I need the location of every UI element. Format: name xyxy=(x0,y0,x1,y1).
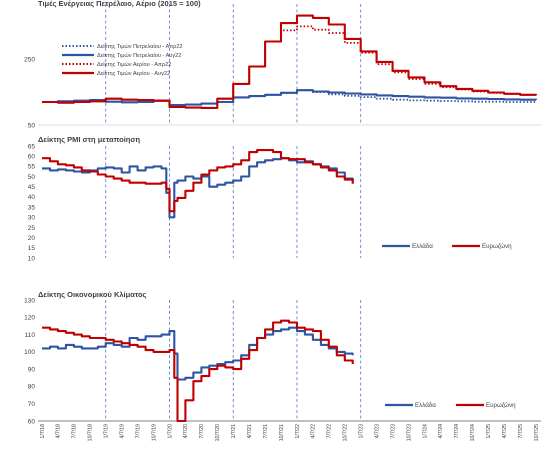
x-tick-label: 4/7/18 xyxy=(56,424,62,439)
y-tick-label: 110 xyxy=(25,332,36,339)
energy-prices-panel: Τιμές Ενέργειας Πετρέλαιο, Αέριο (2015 =… xyxy=(24,0,541,129)
x-tick-label: 4/7/24 xyxy=(438,424,444,439)
y-tick-label: 130 xyxy=(24,297,35,304)
y-tick-label: 80 xyxy=(28,384,36,391)
pmi-chart-title: Δείκτης PMI στη μεταποίηση xyxy=(38,135,140,144)
x-tick-label: 10/7/22 xyxy=(343,424,349,441)
x-tick-label: 10/7/24 xyxy=(470,424,476,441)
x-tick-label: 10/7/23 xyxy=(406,424,412,441)
series-line-0 xyxy=(42,157,354,219)
x-tick-label: 4/7/19 xyxy=(119,424,125,439)
legend-gas-apr22-label: Δείκτης Τιμών Αερίου - Απρ22 xyxy=(97,62,171,68)
x-tick-label: 4/7/25 xyxy=(502,424,508,439)
x-tick-label: 10/7/20 xyxy=(215,424,221,441)
x-tick-label: 4/7/21 xyxy=(247,424,253,439)
x-tick-label: 1/7/22 xyxy=(295,424,301,439)
x-axis-tick-labels: 1/7/18 4/7/18 7/7/18 10/7/18 1/7/19 4/7/19 7/7… xyxy=(40,424,540,442)
y-tick-label: 40 xyxy=(28,194,36,201)
y-tick-label: 35 xyxy=(28,204,36,211)
energy-chart-title: Τιμές Ενέργειας Πετρέλαιο, Αέριο (2015 =… xyxy=(38,0,201,8)
series-line-1 xyxy=(42,319,354,423)
pmi-legend-greece-label: Ελλάδα xyxy=(412,243,433,250)
x-tick-label: 7/7/19 xyxy=(135,424,141,439)
pmi-legend-eurozone-label: Ευρωζώνη xyxy=(482,243,512,250)
x-tick-label: 7/7/24 xyxy=(454,424,460,439)
series-line-1 xyxy=(42,149,354,213)
y-tick-label: 70 xyxy=(28,401,36,408)
series-line-0 xyxy=(42,326,354,381)
y-tick-label: 45 xyxy=(28,184,36,191)
y-tick-label: 55 xyxy=(28,164,36,171)
y-tick-label: 250 xyxy=(24,57,35,64)
x-tick-label: 1/7/25 xyxy=(486,424,492,439)
y-tick-label: 65 xyxy=(28,143,36,150)
legend-oil-aug22-label: Δείκτης Τιμών Πετρελαίου - Αυγ22 xyxy=(97,53,181,59)
x-tick-label: 7/7/21 xyxy=(263,424,269,439)
y-tick-label: 25 xyxy=(28,225,36,232)
y-tick-label: 60 xyxy=(28,153,36,160)
y-tick-label: 30 xyxy=(28,215,36,222)
x-tick-label: 7/7/23 xyxy=(390,424,396,439)
x-tick-label: 4/7/23 xyxy=(374,424,380,439)
climate-legend: Ελλάδα Ευρωζώνη xyxy=(385,402,516,409)
x-tick-label: 10/7/21 xyxy=(279,424,285,441)
y-tick-label: 90 xyxy=(28,366,36,373)
x-tick-label: 1/7/18 xyxy=(40,424,46,439)
climate-chart-title: Δείκτης Οικονομικού Κλίματος xyxy=(38,290,147,299)
climate-legend-greece-label: Ελλάδα xyxy=(415,402,436,409)
x-tick-label: 4/7/22 xyxy=(311,424,317,439)
energy-legend: Δείκτης Τιμών Πετρελαίου - Απρ22 Δείκτης… xyxy=(62,44,183,77)
pmi-panel: Δείκτης PMI στη μεταποίηση 10 15 20 25 30 35 4… xyxy=(28,135,512,262)
x-tick-label: 7/7/18 xyxy=(72,424,78,439)
x-tick-label: 4/7/20 xyxy=(183,424,189,439)
y-tick-label: 15 xyxy=(28,245,36,252)
y-tick-label: 50 xyxy=(28,122,36,129)
y-tick-label: 120 xyxy=(24,315,35,322)
x-tick-label: 10/7/19 xyxy=(151,424,157,441)
pmi-legend: Ελλάδα Ευρωζώνη xyxy=(382,243,512,250)
climate-legend-eurozone-label: Ευρωζώνη xyxy=(486,402,516,409)
y-tick-label: 20 xyxy=(28,235,36,242)
y-tick-label: 100 xyxy=(24,349,35,356)
x-tick-label: 7/7/20 xyxy=(199,424,205,439)
x-tick-label: 1/7/23 xyxy=(359,424,365,439)
legend-oil-apr22-label: Δείκτης Τιμών Πετρελαίου - Απρ22 xyxy=(97,44,183,50)
y-tick-label: 60 xyxy=(28,418,36,425)
legend-gas-aug22-label: Δείκτης Τιμών Αερίου - Αυγ22 xyxy=(97,71,170,77)
series-line-1 xyxy=(42,89,538,107)
x-tick-label: 1/7/21 xyxy=(231,424,237,439)
x-tick-label: 10/7/25 xyxy=(534,424,540,441)
x-tick-label: 7/7/22 xyxy=(327,424,333,439)
x-tick-label: 1/7/19 xyxy=(103,424,109,439)
y-tick-label: 50 xyxy=(28,174,36,181)
x-tick-label: 10/7/18 xyxy=(88,424,94,441)
economic-climate-panel: Δείκτης Οικονομικού Κλίματος 60 70 80 90 100… xyxy=(24,290,541,425)
series-line-3 xyxy=(42,14,538,109)
x-tick-label: 1/7/24 xyxy=(422,424,428,439)
x-tick-label: 7/7/25 xyxy=(518,424,524,439)
x-tick-label: 1/7/20 xyxy=(167,424,173,439)
y-tick-label: 10 xyxy=(28,255,36,262)
